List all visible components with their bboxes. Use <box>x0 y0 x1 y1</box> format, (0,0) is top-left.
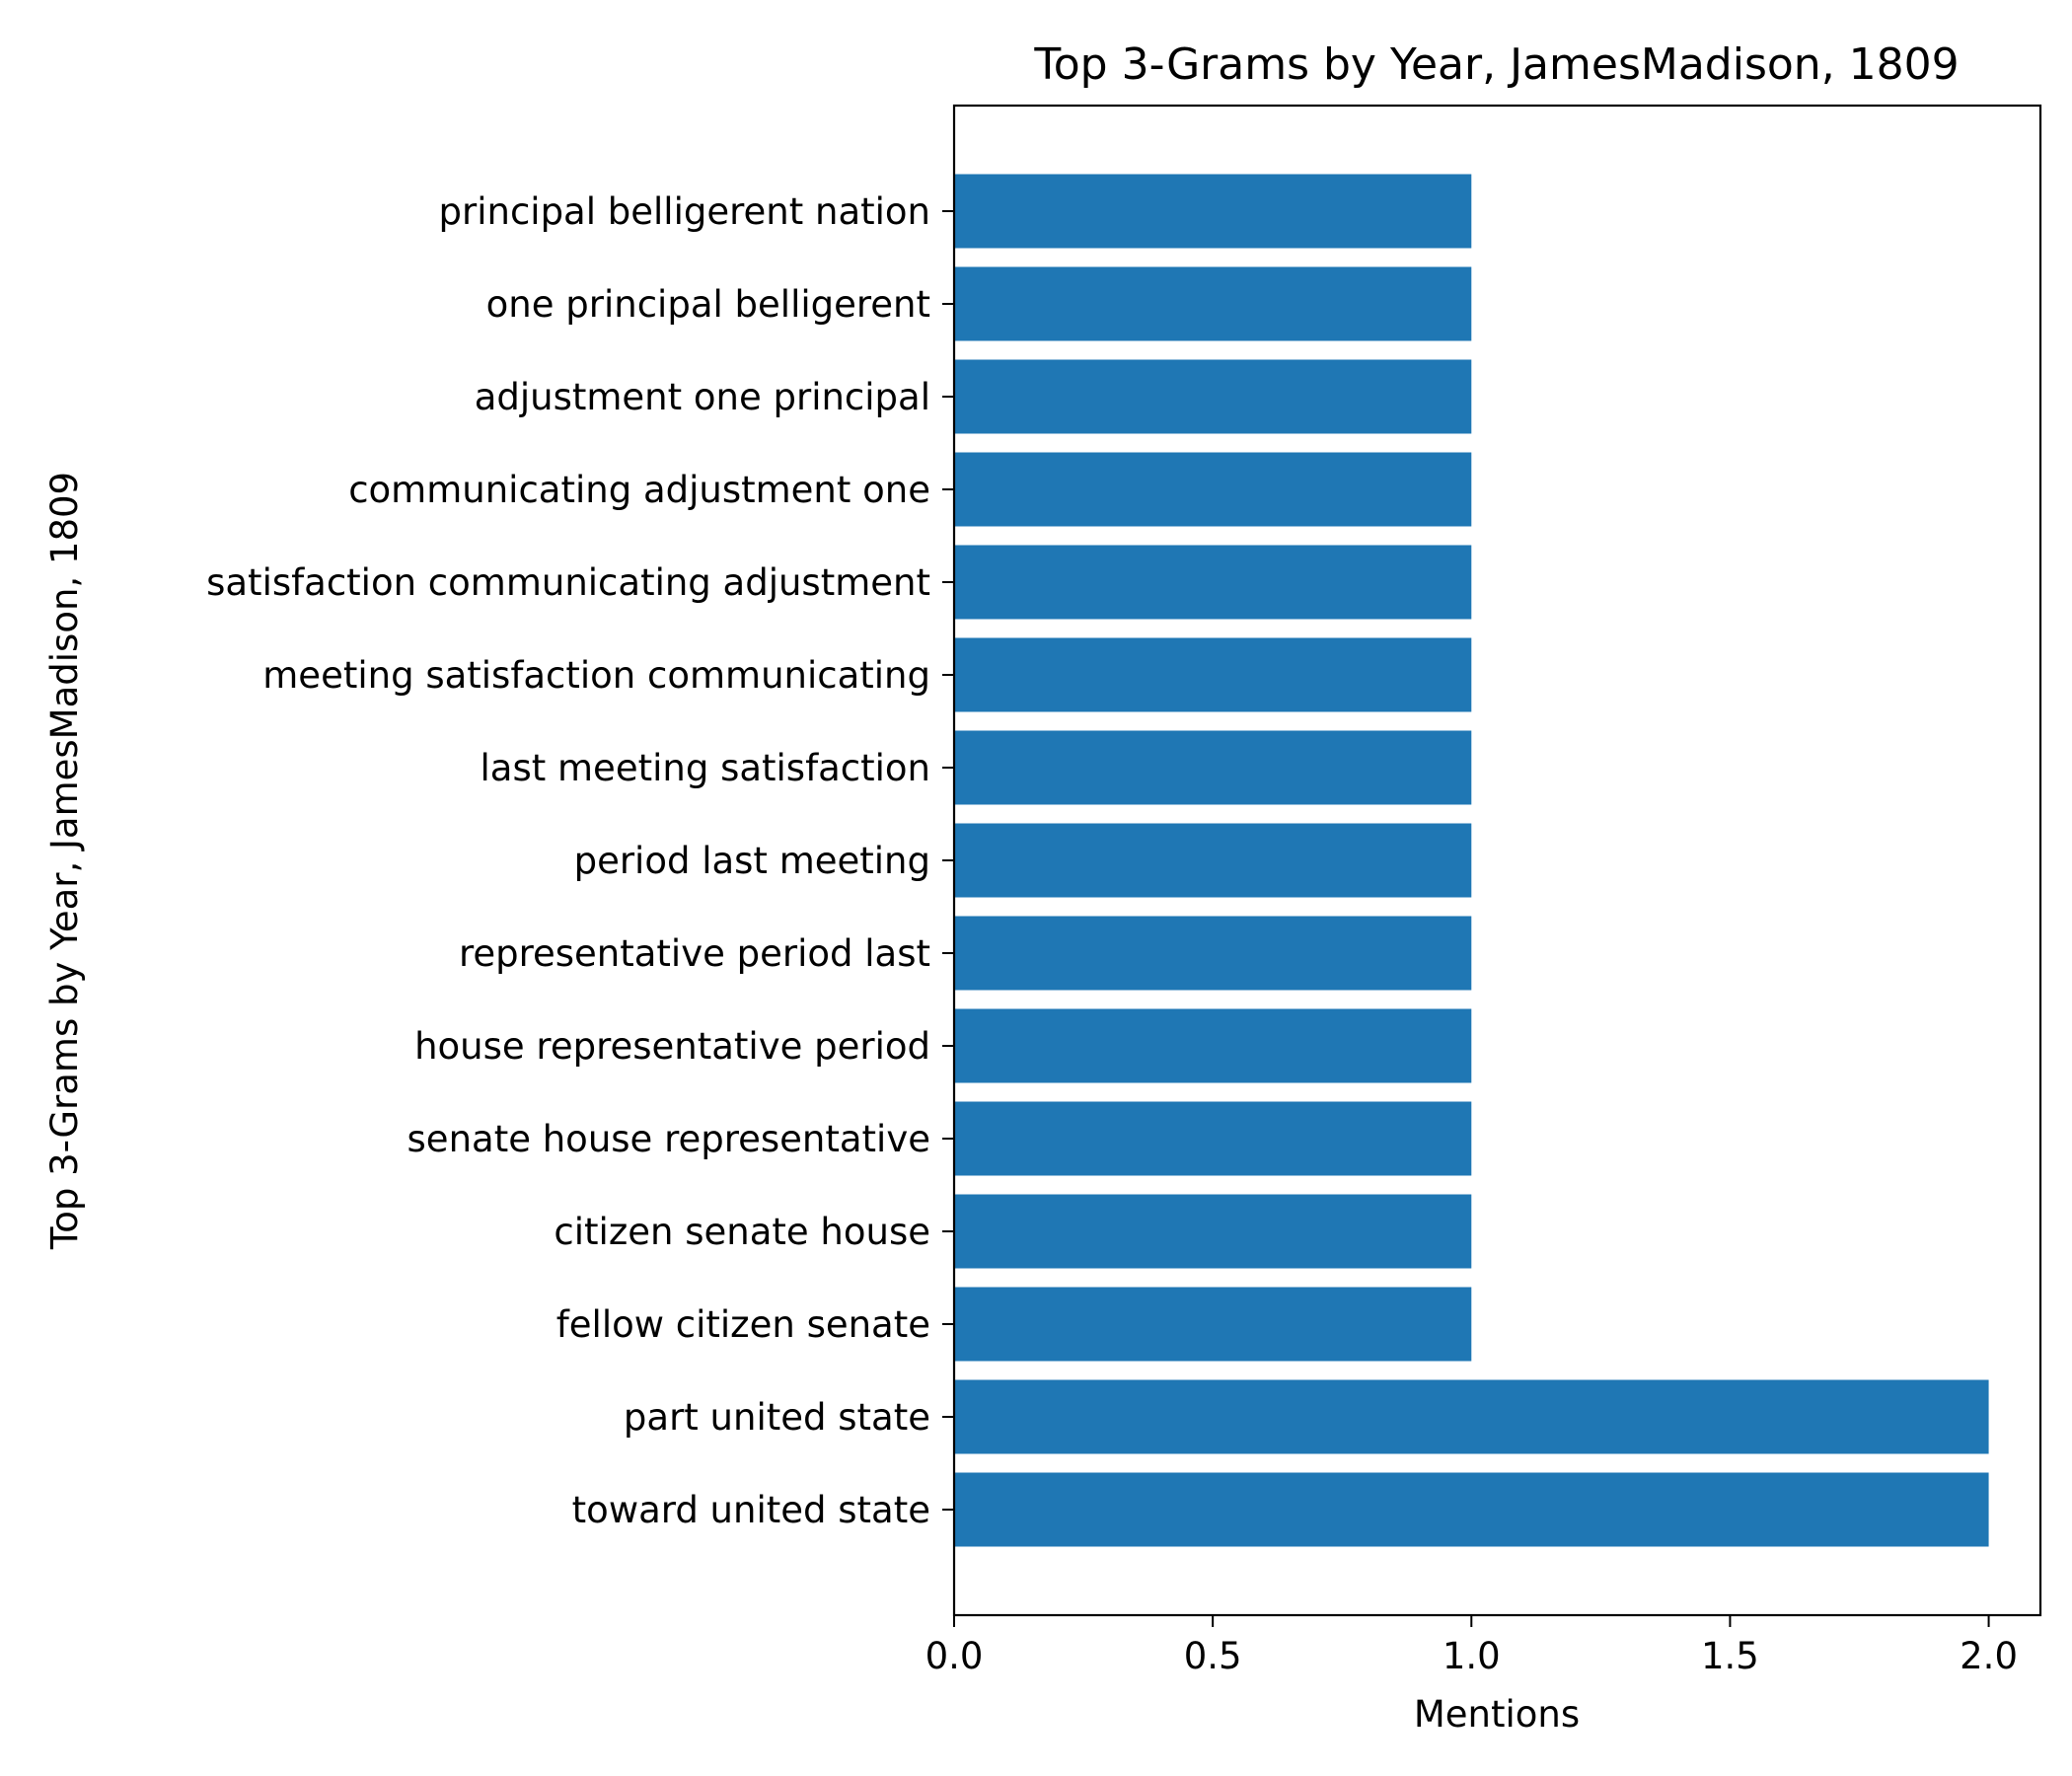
bar <box>954 637 1472 712</box>
y-tick-label: senate house representative <box>407 1118 930 1160</box>
bar <box>954 823 1472 898</box>
y-tick-label: last meeting satisfaction <box>481 747 930 789</box>
x-axis-label: Mentions <box>1414 1693 1580 1736</box>
bar <box>954 1379 1989 1454</box>
bar <box>954 1287 1472 1362</box>
x-tick-label: 1.0 <box>1443 1635 1501 1677</box>
y-tick-label: adjustment one principal <box>475 376 930 418</box>
bar <box>954 266 1472 341</box>
bar <box>954 174 1472 249</box>
y-tick-label: fellow citizen senate <box>556 1303 930 1346</box>
bars-layer <box>954 174 1989 1547</box>
y-tick-label: representative period last <box>459 932 930 975</box>
y-tick-label: one principal belligerent <box>486 283 930 326</box>
bar <box>954 1472 1989 1547</box>
y-axis-label: Top 3-Grams by Year, JamesMadison, 1809 <box>43 472 86 1250</box>
bar <box>954 359 1472 434</box>
plot-frame <box>952 104 2042 1617</box>
y-tick-label: satisfaction communicating adjustment <box>206 561 930 604</box>
x-tick-label: 1.5 <box>1701 1635 1759 1677</box>
y-tick-label: citizen senate house <box>554 1211 930 1253</box>
bar <box>954 1101 1472 1176</box>
bar <box>954 452 1472 527</box>
x-tick-label: 0.0 <box>925 1635 984 1677</box>
y-tick-label: toward united state <box>572 1489 930 1531</box>
y-tick-label: principal belligerent nation <box>439 190 930 233</box>
y-tick-label: communicating adjustment one <box>348 469 930 511</box>
x-tick-label: 2.0 <box>1960 1635 2018 1677</box>
bar <box>954 1194 1472 1269</box>
y-tick-label: period last meeting <box>574 840 930 882</box>
bar <box>954 545 1472 620</box>
y-tick-label: meeting satisfaction communicating <box>262 654 930 697</box>
bar <box>954 730 1472 805</box>
ticks-layer: principal belligerent nation one principa… <box>206 190 2018 1677</box>
y-tick-label: part united state <box>624 1396 930 1439</box>
x-tick-label: 0.5 <box>1184 1635 1242 1677</box>
bar <box>954 916 1472 991</box>
bar <box>954 1008 1472 1083</box>
y-tick-label: house representative period <box>414 1025 930 1068</box>
chart-title: Top 3-Grams by Year, JamesMadison, 1809 <box>1033 39 1959 90</box>
